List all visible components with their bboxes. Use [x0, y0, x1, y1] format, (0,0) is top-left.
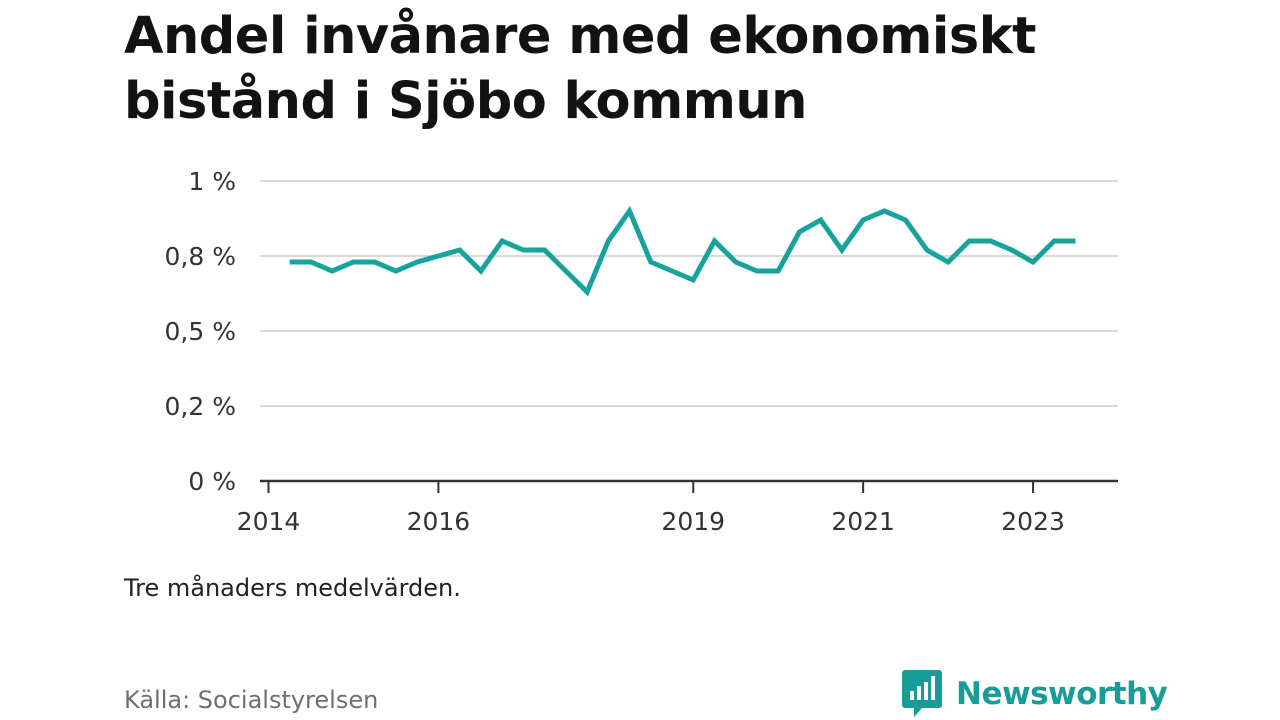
- series-group: [289, 205, 1076, 297]
- y-tick-label: 1 %: [188, 167, 236, 196]
- line-chart: 0 %0,2 %0,5 %0,8 %1 % 2014 2016 2019 2021 20…: [165, 167, 1118, 536]
- x-tick-label: 2019: [661, 507, 725, 536]
- gridlines: [260, 180, 1118, 407]
- x-tick-label: 2023: [1001, 507, 1065, 536]
- x-tick-label: 2021: [831, 507, 895, 536]
- chart-note: Tre månaders medelvärden.: [124, 574, 461, 602]
- newsworthy-logo-icon: [902, 670, 942, 717]
- y-tick-label: 0,8 %: [165, 242, 236, 271]
- y-axis-ticks: 0 % 0,2 % 0,5 % 0,8 % 1 %: [165, 167, 236, 496]
- brand-logo: Newsworthy: [902, 670, 1168, 718]
- source-label: Källa: Socialstyrelsen: [124, 686, 379, 714]
- series-line: [289, 205, 1076, 297]
- brand-name: Newsworthy: [956, 676, 1168, 712]
- x-tick-label: 2014: [237, 507, 301, 536]
- y-tick-label: 0,5 %: [165, 317, 236, 346]
- y-tick-label: 0,2 %: [165, 392, 236, 421]
- x-axis: 2014 2016 2019 2021 2023: [237, 479, 1118, 536]
- chart-title: Andel invånare med ekonomiskt bistånd i …: [124, 7, 1037, 131]
- x-tick-label: 2016: [407, 507, 471, 536]
- y-tick-label: 0 %: [188, 467, 236, 496]
